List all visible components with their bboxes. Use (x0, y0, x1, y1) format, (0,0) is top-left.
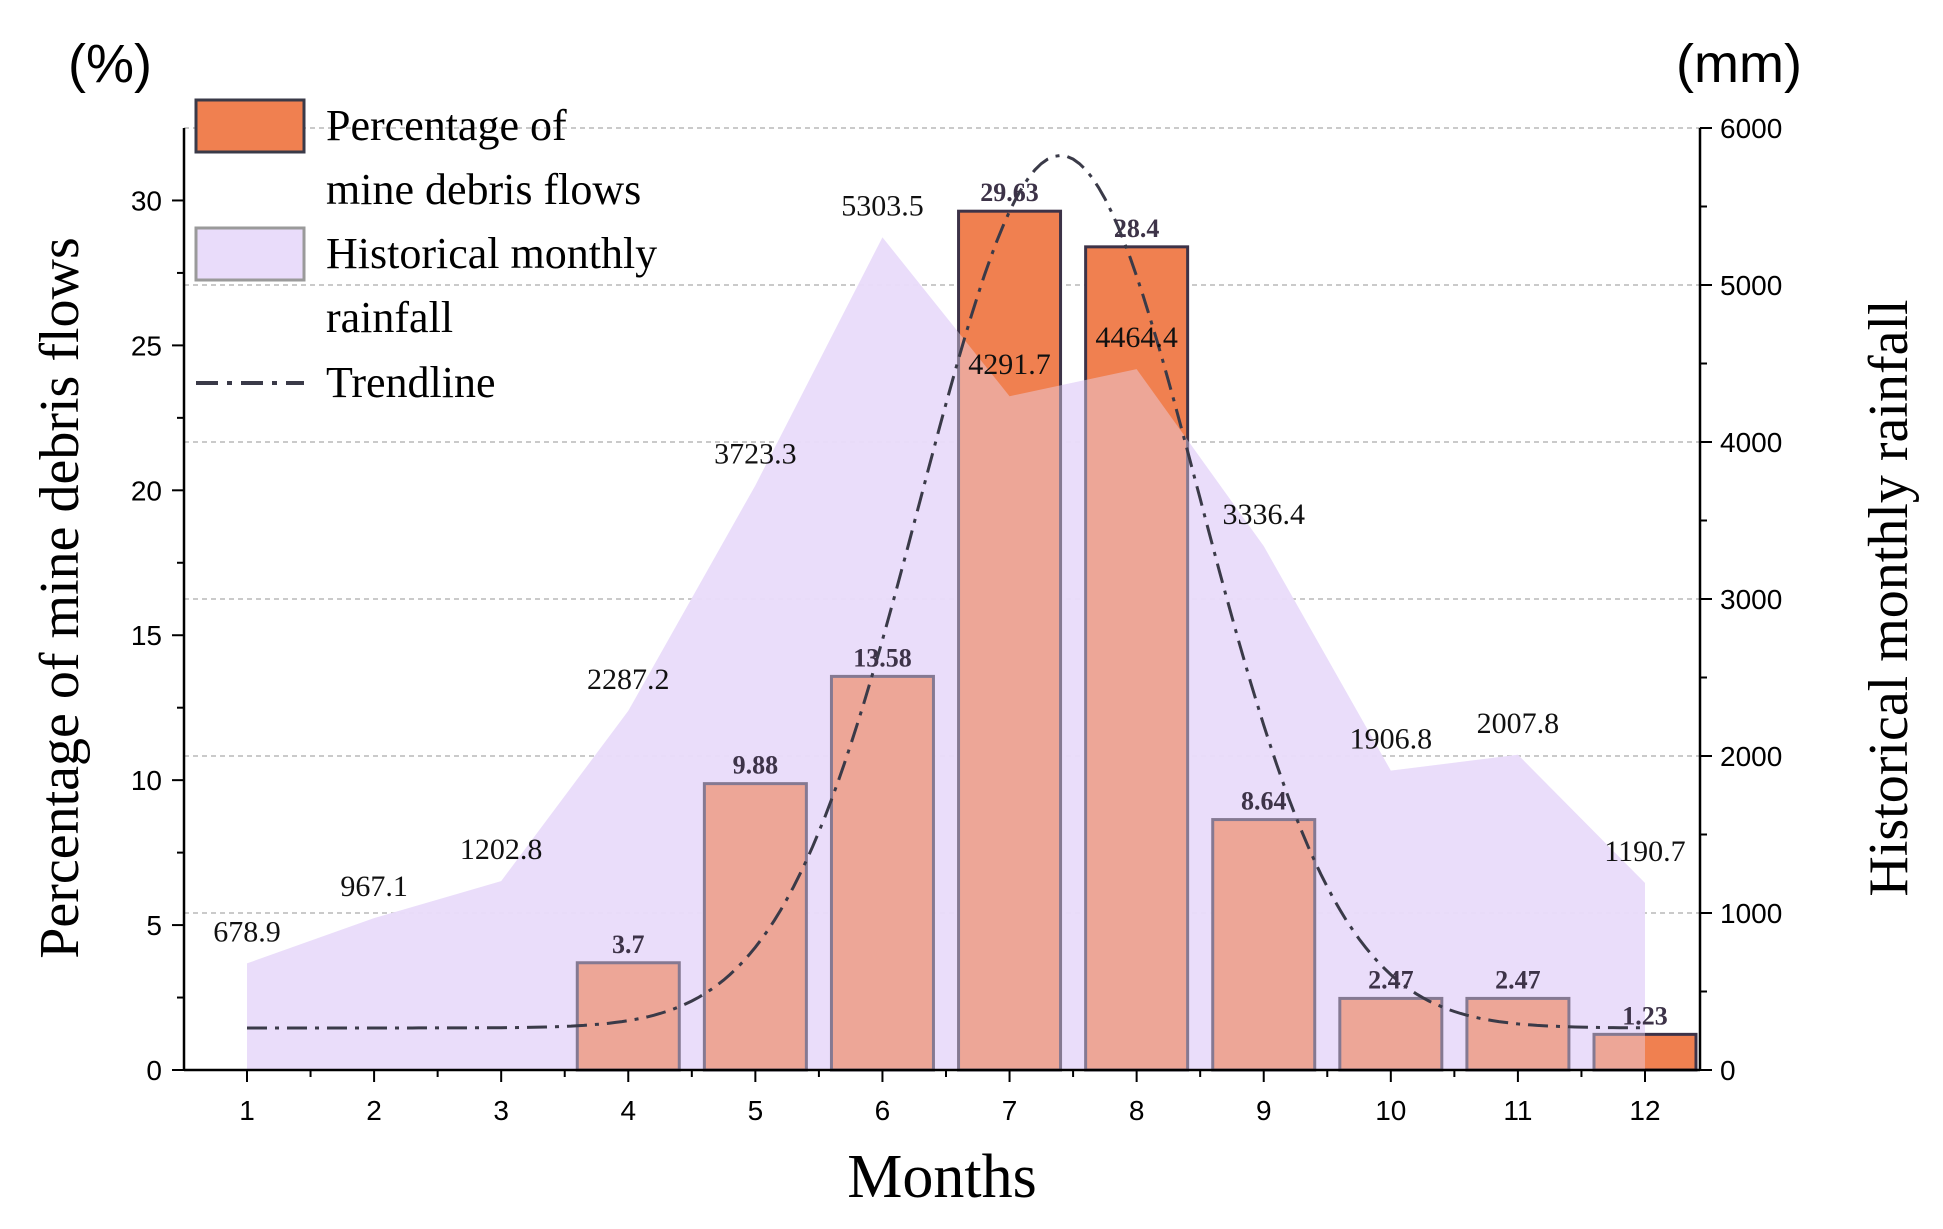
bar-month-11 (1465, 996, 1571, 1072)
legend-label-bars-line2: mine debris flows (326, 165, 641, 214)
bar-month-7 (957, 209, 1063, 1072)
bar-label-9: 8.64 (1241, 787, 1287, 816)
trendline-curve (247, 153, 1645, 1030)
bar-label-7: 29.63 (980, 178, 1039, 207)
rainfall-label-12: 1190.7 (1604, 835, 1685, 868)
rainfall-label-3: 1202.8 (460, 833, 543, 866)
left-unit-label: (%) (68, 34, 152, 94)
right-tick-label-5000: 5000 (1720, 270, 1782, 301)
right-tick-label-2000: 2000 (1720, 741, 1782, 772)
right-tick-label-1000: 1000 (1720, 898, 1782, 929)
x-tick-label-11: 11 (1503, 1095, 1532, 1126)
rainfall-area-overlay (247, 237, 1645, 1071)
ticks: 1 2 3 4 5 6 7 8 9 10 11 120510152025300100020003000… (131, 113, 1782, 1126)
x-tick-label-4: 4 (620, 1095, 636, 1126)
left-tick-label-10: 10 (131, 765, 162, 796)
left-tick-label-30: 30 (131, 185, 162, 216)
legend-label-bars-line1: Percentage of (326, 101, 567, 150)
x-tick-label-9: 9 (1256, 1095, 1272, 1126)
x-tick-label-6: 6 (875, 1095, 891, 1126)
x-tick-label-7: 7 (1002, 1095, 1018, 1126)
right-tick-label-0: 0 (1720, 1055, 1736, 1086)
bar-month-9 (1211, 818, 1317, 1072)
trendline (247, 153, 1645, 1030)
rainfall-label-7: 4291.7 (968, 348, 1051, 381)
rainfall-label-9: 3336.4 (1222, 498, 1305, 531)
legend: Percentage of mine debris flows Historic… (194, 98, 657, 407)
bar-label-4: 3.7 (612, 930, 645, 959)
bar-label-5: 9.88 (733, 751, 779, 780)
rainfall-label-5: 3723.3 (714, 437, 797, 470)
right-axis-title: Historical monthly rainfall (1858, 299, 1920, 896)
left-tick-label-20: 20 (131, 475, 162, 506)
rainfall-label-2: 967.1 (340, 870, 408, 903)
right-unit-label: (mm) (1676, 34, 1802, 94)
left-tick-label-15: 15 (131, 620, 162, 651)
data-labels: 3.7 9.88 13.58 29.63 28.4 8.64 2.47 2.47 1.23 678… (213, 178, 1685, 1030)
rainfall-label-4: 2287.2 (587, 663, 670, 696)
bar-month-5 (702, 782, 808, 1072)
rainfall-label-10: 1906.8 (1350, 723, 1433, 756)
legend-label-area-line2: rainfall (326, 293, 453, 342)
left-tick-label-5: 5 (146, 910, 162, 941)
bar-label-6: 13.58 (853, 643, 912, 672)
rainfall-label-11: 2007.8 (1477, 707, 1560, 740)
legend-swatch-bars (194, 98, 306, 154)
bar-label-12: 1.23 (1622, 1001, 1668, 1030)
x-axis-title: Months (847, 1143, 1036, 1211)
x-tick-label-5: 5 (748, 1095, 764, 1126)
left-tick-label-0: 0 (146, 1055, 162, 1086)
bar-label-8: 28.4 (1114, 214, 1160, 243)
x-tick-label-2: 2 (366, 1095, 382, 1126)
bar-label-11: 2.47 (1495, 965, 1541, 994)
left-tick-label-25: 25 (131, 330, 162, 361)
rainfall-label-8: 4464.4 (1095, 321, 1178, 354)
bar-label-10: 2.47 (1368, 965, 1414, 994)
bar-month-10 (1338, 996, 1444, 1072)
x-tick-label-1: 1 (239, 1095, 255, 1126)
x-tick-label-10: 10 (1375, 1095, 1406, 1126)
right-tick-label-4000: 4000 (1720, 427, 1782, 458)
right-tick-label-6000: 6000 (1720, 113, 1782, 144)
legend-swatch-area (194, 226, 306, 282)
x-tick-label-3: 3 (493, 1095, 509, 1126)
legend-label-trendline: Trendline (326, 358, 496, 407)
rainfall-label-6: 5303.5 (841, 189, 924, 222)
bar-month-6 (829, 674, 935, 1072)
rainfall-label-1: 678.9 (213, 915, 281, 948)
x-tick-label-8: 8 (1129, 1095, 1145, 1126)
left-axis-title: Percentage of mine debris flows (29, 237, 91, 959)
legend-label-area-line1: Historical monthly (326, 229, 657, 278)
right-tick-label-3000: 3000 (1720, 584, 1782, 615)
x-tick-label-12: 12 (1629, 1095, 1660, 1126)
debris-flow-bars (247, 209, 1698, 1072)
